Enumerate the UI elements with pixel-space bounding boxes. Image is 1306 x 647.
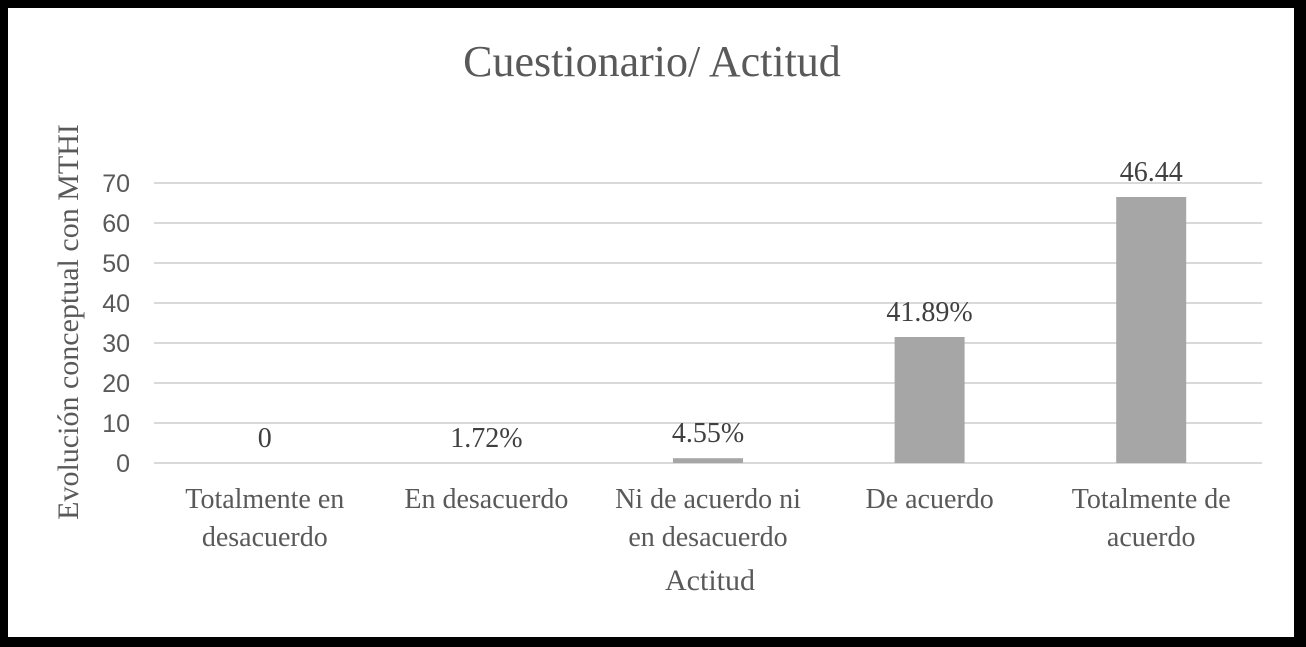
chart-title: Cuestionario/ Actitud xyxy=(463,37,841,86)
bar xyxy=(894,337,965,463)
x-tick-label: desacuerdo xyxy=(202,522,328,553)
y-tick-label: 40 xyxy=(102,290,130,318)
y-tick-label: 10 xyxy=(102,410,130,438)
y-axis-label: Evolución conceptual con MTHI xyxy=(52,124,85,520)
x-tick-labels: Totalmente en desacuerdo En desacuerdo Ni d… xyxy=(185,484,1230,553)
y-tick-label: 70 xyxy=(102,170,130,198)
bar xyxy=(1116,197,1187,463)
y-tick-label: 0 xyxy=(116,450,130,478)
bars xyxy=(673,197,1187,463)
x-tick-label: En desacuerdo xyxy=(404,484,568,515)
y-tick-label: 30 xyxy=(102,330,130,358)
data-label: 41.89% xyxy=(886,297,972,328)
x-tick-label: Totalmente de xyxy=(1072,484,1231,515)
y-tick-label: 20 xyxy=(102,370,130,398)
x-tick-label: De acuerdo xyxy=(865,484,993,515)
data-labels: 0 1.72% 4.55% 41.89% 46.44 xyxy=(258,157,1183,454)
x-tick-label: en desacuerdo xyxy=(628,522,787,553)
data-label: 0 xyxy=(258,423,272,454)
x-tick-label: acuerdo xyxy=(1107,522,1196,553)
x-tick-label: Ni de acuerdo ni xyxy=(615,484,801,515)
y-tick-label: 60 xyxy=(102,210,130,238)
y-tick-labels: 0 10 20 30 40 50 60 70 xyxy=(102,170,130,478)
data-label: 4.55% xyxy=(672,418,744,449)
x-axis-label: Actitud xyxy=(665,564,755,597)
data-label: 1.72% xyxy=(450,423,522,454)
bar xyxy=(673,458,743,463)
x-tick-label: Totalmente en xyxy=(185,484,344,515)
y-tick-label: 50 xyxy=(102,250,130,278)
data-label: 46.44 xyxy=(1120,157,1183,188)
